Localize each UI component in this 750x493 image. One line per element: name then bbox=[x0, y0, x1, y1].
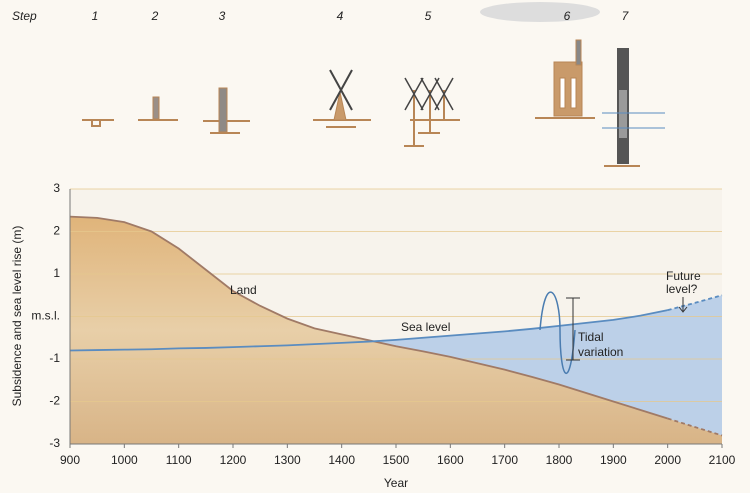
tidal-symbol bbox=[539, 291, 580, 374]
land-area bbox=[70, 216, 722, 444]
x-tick-label: 1600 bbox=[437, 453, 464, 467]
step-number: 2 bbox=[151, 9, 159, 23]
y-tick-label: -3 bbox=[49, 436, 60, 450]
y-axis-label: Subsidence and sea level rise (m) bbox=[10, 226, 24, 407]
series-line bbox=[69, 215, 668, 420]
step-number: 4 bbox=[337, 9, 344, 23]
x-tick-label: 1500 bbox=[383, 453, 410, 467]
step-number: 5 bbox=[425, 9, 432, 23]
x-tick-label: 1000 bbox=[111, 453, 138, 467]
series-line bbox=[667, 294, 723, 311]
x-tick-label: 1300 bbox=[274, 453, 301, 467]
x-tick-label: 2100 bbox=[709, 453, 736, 467]
annotation: variation bbox=[578, 345, 623, 359]
annotation: level? bbox=[666, 282, 698, 296]
x-tick-label: 900 bbox=[60, 453, 80, 467]
arrow bbox=[678, 297, 688, 313]
step-label: Step bbox=[12, 9, 37, 23]
y-tick-label: 3 bbox=[53, 181, 60, 195]
annotation: Future bbox=[666, 269, 701, 283]
y-tick-label: m.s.l. bbox=[31, 309, 60, 323]
annotation: Tidal bbox=[578, 330, 604, 344]
step-number: 1 bbox=[92, 9, 99, 23]
series-label: Land bbox=[230, 283, 257, 297]
series-line bbox=[69, 309, 668, 352]
x-tick-label: 1100 bbox=[166, 453, 192, 467]
step-number: 6 bbox=[564, 9, 571, 23]
series-line bbox=[667, 417, 723, 437]
y-tick-label: 2 bbox=[53, 224, 60, 238]
y-tick-label: 1 bbox=[53, 266, 60, 280]
step-number: 7 bbox=[622, 9, 630, 23]
x-tick-label: 1800 bbox=[546, 453, 573, 467]
step-number: 3 bbox=[219, 9, 226, 23]
x-tick-label: 1200 bbox=[220, 453, 247, 467]
x-axis-label: Year bbox=[384, 476, 408, 490]
x-tick-label: 1700 bbox=[491, 453, 518, 467]
y-tick-label: -1 bbox=[49, 351, 60, 365]
series-label: Sea level bbox=[401, 320, 450, 334]
x-tick-label: 2000 bbox=[654, 453, 681, 467]
x-tick-label: 1900 bbox=[600, 453, 627, 467]
x-tick-label: 1400 bbox=[328, 453, 355, 467]
illustration: Step 1 2 3 4 5 6 7 bbox=[12, 2, 665, 167]
y-tick-label: -2 bbox=[49, 394, 60, 408]
